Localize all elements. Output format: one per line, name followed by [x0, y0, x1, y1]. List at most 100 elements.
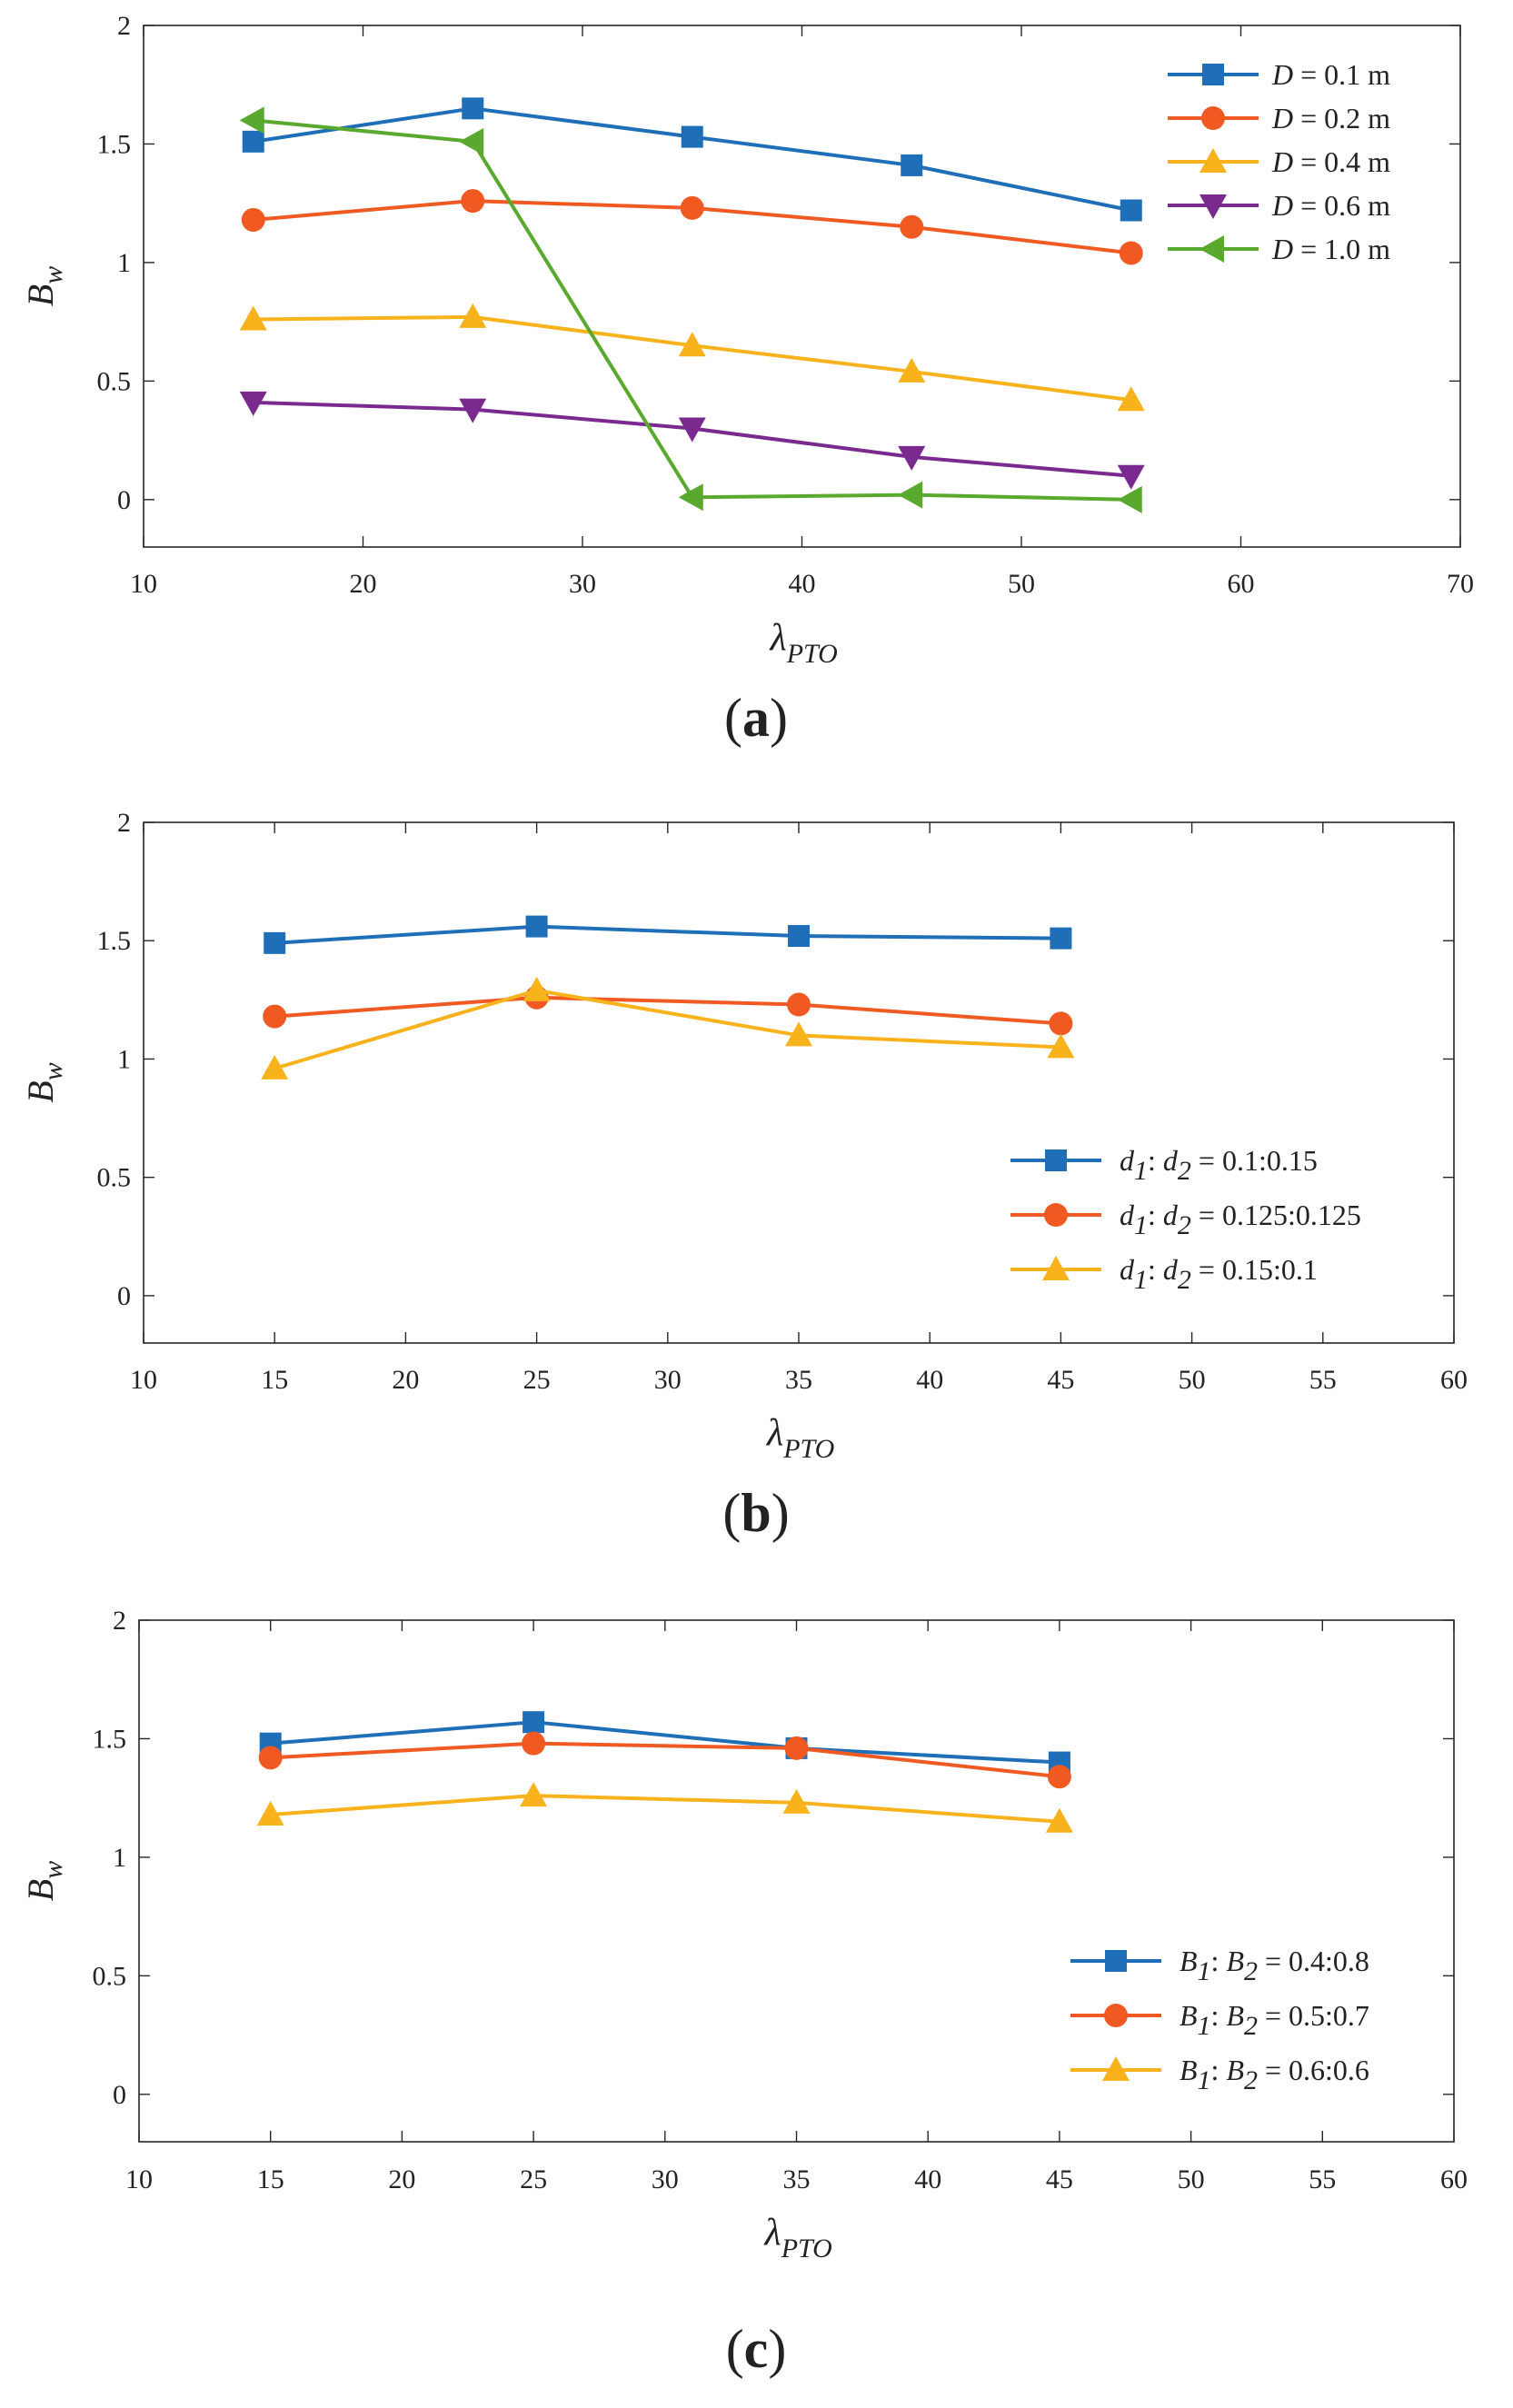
series-line	[274, 995, 1061, 1026]
panel-label-b: (b)	[722, 1483, 789, 1543]
x-tick-label: 60	[1228, 569, 1255, 599]
x-tick-label: 25	[523, 1365, 551, 1395]
x-tick-label: 70	[1447, 569, 1474, 599]
legend-label: B1: B2 = 0.6:0.6	[1180, 2054, 1369, 2095]
x-tick-label: 45	[1046, 2164, 1073, 2194]
data-point	[239, 106, 264, 134]
y-tick-label: 2	[117, 11, 131, 41]
y-tick-label: 0	[113, 2080, 126, 2110]
data-point	[1117, 464, 1145, 490]
series-line	[274, 988, 1061, 1070]
x-tick-label: 30	[569, 569, 596, 599]
legend-label: D = 0.6 m	[1271, 189, 1390, 222]
legend-label: B1: B2 = 0.5:0.7	[1180, 1999, 1369, 2041]
legend-entry: B1: B2 = 0.4:0.8	[1070, 1945, 1369, 1986]
legend-marker	[1044, 1203, 1068, 1227]
y-tick-label: 0.5	[97, 366, 132, 396]
data-point	[459, 303, 487, 328]
chart-panel-b: 10 15 20 25 30 35 40 45 50 55 60 0 0.5 1 1.5 2 Bw λPTO d1:…	[20, 808, 1468, 1464]
legend-marker	[1045, 1149, 1067, 1171]
y-tick-label: 0	[117, 1281, 131, 1311]
x-axis-label: λPTO	[765, 1412, 834, 1464]
data-point	[522, 1731, 546, 1756]
data-point	[256, 1800, 284, 1826]
data-point	[264, 931, 286, 954]
legend-entry: D = 1.0 m	[1168, 233, 1390, 265]
data-point	[678, 332, 706, 357]
data-point	[678, 417, 706, 443]
y-tick-label: 2	[113, 1606, 126, 1636]
data-point	[1049, 1011, 1073, 1036]
series-3	[239, 303, 1145, 412]
legend-entry: D = 0.1 m	[1168, 58, 1390, 91]
x-tick-label: 40	[916, 1365, 943, 1395]
data-point	[1120, 199, 1142, 222]
x-tick-label: 50	[1179, 1365, 1206, 1395]
data-point	[898, 481, 923, 509]
y-axis-label: Bw	[20, 1861, 68, 1901]
series-line	[253, 314, 1132, 403]
x-tick-label: 50	[1008, 569, 1035, 599]
x-tick-label: 40	[914, 2164, 941, 2194]
x-axis-label: λPTO	[769, 617, 838, 669]
x-tick-label: 10	[125, 2164, 153, 2194]
legend-marker	[1199, 194, 1227, 219]
series-1	[242, 97, 1142, 222]
y-tick-label: 0	[117, 485, 131, 515]
series-3	[261, 976, 1075, 1080]
data-point	[1117, 386, 1145, 412]
x-tick-label: 60	[1440, 2164, 1468, 2194]
y-tick-label: 1.5	[97, 129, 132, 159]
legend-label: d1: d2 = 0.15:0.1	[1120, 1253, 1318, 1295]
data-point	[258, 1746, 283, 1770]
data-point	[239, 305, 267, 331]
legend-entry: B1: B2 = 0.6:0.6	[1070, 2054, 1369, 2095]
x-tick-label: 55	[1309, 2164, 1336, 2194]
series-line	[270, 1741, 1060, 1779]
data-point	[523, 1711, 545, 1734]
y-axis-label: Bw	[20, 266, 68, 306]
data-point	[239, 391, 267, 416]
series-2	[258, 1731, 1071, 1789]
data-point	[520, 1782, 548, 1807]
data-point	[787, 992, 811, 1017]
x-tick-label: 30	[654, 1365, 682, 1395]
plot-frame	[138, 1619, 1455, 2143]
data-point	[784, 1736, 809, 1760]
legend-label: d1: d2 = 0.1:0.15	[1120, 1144, 1318, 1186]
data-point	[678, 483, 703, 512]
data-point	[1045, 1807, 1073, 1833]
data-point	[788, 925, 810, 948]
legend-entry: D = 0.6 m	[1168, 189, 1390, 222]
data-point	[898, 357, 926, 383]
plot-frame	[143, 25, 1461, 548]
x-tick-label: 30	[652, 2164, 679, 2194]
y-tick-label: 1.5	[93, 1724, 127, 1754]
legend-marker	[1201, 106, 1225, 130]
series-3	[256, 1782, 1073, 1833]
legend-marker	[1199, 235, 1224, 263]
series-line	[270, 1720, 1060, 1765]
x-axis-label: λPTO	[763, 2212, 832, 2264]
data-point	[901, 154, 923, 176]
series-line	[253, 118, 1131, 502]
legend-label: d1: d2 = 0.125:0.125	[1120, 1199, 1361, 1240]
series-4	[239, 391, 1145, 490]
x-tick-label: 10	[130, 1365, 157, 1395]
legend-marker	[1105, 1950, 1127, 1972]
y-axis-label: Bw	[20, 1062, 68, 1102]
data-point	[461, 189, 485, 214]
y-tick-label: 1	[113, 1843, 126, 1873]
panel-label-a: (a)	[724, 688, 788, 748]
data-point	[242, 130, 264, 153]
legend-marker	[1202, 64, 1224, 85]
x-tick-label: 20	[350, 569, 377, 599]
legend-label: D = 0.1 m	[1271, 58, 1390, 91]
data-point	[1119, 241, 1143, 265]
data-point	[782, 1788, 811, 1814]
x-tick-label: 25	[520, 2164, 547, 2194]
legend-label: D = 0.2 m	[1271, 102, 1390, 134]
x-tick-label: 40	[789, 569, 816, 599]
y-tick-label: 1	[117, 248, 131, 278]
